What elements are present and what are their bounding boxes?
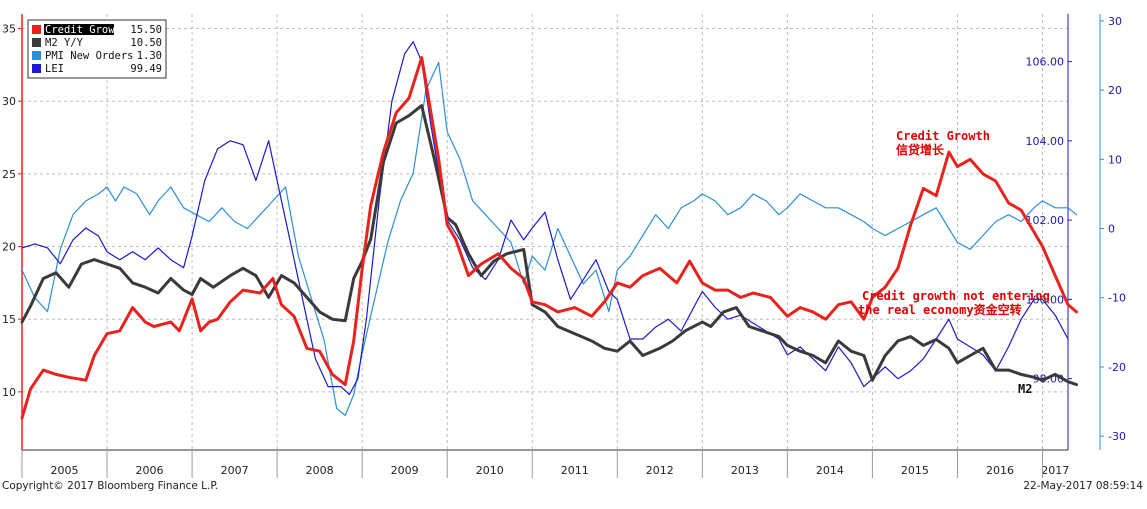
series-line-lei — [21, 41, 1069, 396]
left-tick-label: 20 — [2, 241, 16, 254]
axis-layer: 10152025303598.00100.00102.00104.00106.0… — [2, 14, 1126, 481]
legend-label: LEI — [45, 63, 64, 75]
x-tick-label: 2016 — [986, 464, 1014, 477]
right-outer-tick-label: -30 — [1108, 430, 1126, 443]
right-inner-tick-label: 104.00 — [1026, 135, 1065, 148]
annotation-credit-growth-cn: 信贷增长 — [896, 142, 945, 157]
right-outer-tick-label: 20 — [1108, 84, 1122, 97]
x-tick-label: 2013 — [731, 464, 759, 477]
series-layer — [20, 41, 1078, 420]
right-outer-tick-label: -20 — [1108, 361, 1126, 374]
legend-label: Credit Growth — [45, 24, 127, 36]
x-tick-label: 2011 — [561, 464, 589, 477]
x-tick-label: 2006 — [136, 464, 164, 477]
x-tick-label: 2009 — [391, 464, 419, 477]
legend-value: 99.49 — [130, 63, 162, 75]
legend-swatch — [32, 64, 41, 73]
legend-value: 15.50 — [130, 24, 162, 36]
x-tick-label: 2014 — [816, 464, 844, 477]
x-tick-label: 2008 — [306, 464, 334, 477]
left-tick-label: 35 — [2, 23, 16, 36]
series-line-pmi-new-orders — [21, 61, 1078, 416]
legend-swatch — [32, 51, 41, 60]
left-tick-label: 15 — [2, 313, 16, 326]
series-line-m2-y-y — [20, 104, 1078, 387]
annotation-not-entering-line1: Credit growth not entering — [862, 289, 1050, 303]
x-tick-label: 2015 — [901, 464, 929, 477]
left-tick-label: 25 — [2, 168, 16, 181]
right-inner-tick-label: 102.00 — [1026, 214, 1065, 227]
chart-svg: 10152025303598.00100.00102.00104.00106.0… — [2, 14, 1126, 481]
right-outer-tick-label: -10 — [1108, 292, 1126, 305]
right-outer-tick-label: 0 — [1108, 223, 1115, 236]
x-tick-label: 2007 — [221, 464, 249, 477]
x-tick-label: 2012 — [646, 464, 674, 477]
legend-swatch — [32, 38, 41, 47]
series-line-credit-growth — [20, 56, 1078, 420]
x-tick-label: 2017 — [1041, 464, 1069, 477]
right-inner-tick-label: 100.00 — [1026, 293, 1065, 306]
right-outer-tick-label: 10 — [1108, 153, 1122, 166]
copyright-text: Copyright© 2017 Bloomberg Finance L.P. — [2, 480, 219, 492]
annotation-credit-growth: Credit Growth — [896, 129, 990, 143]
grid-layer — [22, 14, 1068, 450]
right-inner-tick-label: 106.00 — [1026, 56, 1065, 69]
legend-highlight — [44, 24, 114, 35]
legend-value: 1.30 — [137, 50, 162, 62]
legend-value: 10.50 — [130, 37, 162, 49]
annotation-m2: M2 — [1018, 382, 1032, 396]
legend-swatch — [32, 25, 41, 34]
left-tick-label: 10 — [2, 386, 16, 399]
annotation-not-entering-line2: the real economy资金空转 — [858, 302, 1022, 317]
x-tick-label: 2005 — [51, 464, 79, 477]
left-tick-label: 30 — [2, 95, 16, 108]
legend-label: PMI New Orders — [45, 50, 134, 62]
x-tick-label: 2010 — [476, 464, 504, 477]
right-outer-tick-label: 30 — [1108, 15, 1122, 28]
timestamp-text: 22-May-2017 08:59:14 — [1023, 480, 1143, 492]
legend-label: M2 Y/Y — [45, 37, 84, 49]
